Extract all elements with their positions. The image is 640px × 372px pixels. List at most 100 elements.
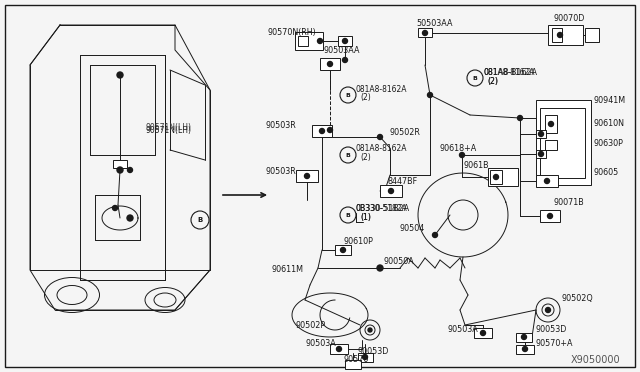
Bar xyxy=(536,100,591,185)
Text: (2): (2) xyxy=(487,77,498,86)
Bar xyxy=(490,170,502,184)
Text: 90050A: 90050A xyxy=(383,257,413,266)
Circle shape xyxy=(547,214,552,218)
Circle shape xyxy=(319,128,324,134)
Circle shape xyxy=(538,151,543,157)
Text: B: B xyxy=(472,76,477,80)
Circle shape xyxy=(522,346,527,352)
Text: 90618+A: 90618+A xyxy=(440,144,477,153)
Bar xyxy=(330,344,348,354)
Circle shape xyxy=(328,61,333,67)
Text: 90070D: 90070D xyxy=(553,13,584,22)
Text: 90571N(LH): 90571N(LH) xyxy=(145,125,191,135)
Bar xyxy=(545,140,557,150)
Text: 081A8-8162A: 081A8-8162A xyxy=(356,84,408,93)
Text: 90053D: 90053D xyxy=(358,346,389,356)
Circle shape xyxy=(548,122,554,126)
Bar xyxy=(474,328,492,338)
Bar xyxy=(113,160,127,168)
Circle shape xyxy=(522,334,527,340)
Text: 0B330-5182A: 0B330-5182A xyxy=(356,203,408,212)
Text: 90502P: 90502P xyxy=(295,321,325,330)
Text: (1): (1) xyxy=(360,212,371,221)
Text: 90071B: 90071B xyxy=(553,198,584,206)
Bar xyxy=(545,115,557,133)
Bar xyxy=(338,36,352,46)
Bar xyxy=(312,125,332,137)
Bar xyxy=(295,32,323,50)
Text: X9050000: X9050000 xyxy=(570,355,620,365)
Bar xyxy=(536,150,546,158)
Text: 90570+A: 90570+A xyxy=(535,339,573,347)
Circle shape xyxy=(433,232,438,237)
Circle shape xyxy=(545,179,550,183)
Text: (2): (2) xyxy=(360,153,371,161)
Bar xyxy=(540,210,560,222)
Text: 90502Q: 90502Q xyxy=(562,294,594,302)
Text: (2): (2) xyxy=(487,77,499,86)
Text: 90571N(LH): 90571N(LH) xyxy=(145,122,191,131)
Text: 90570N(RH): 90570N(RH) xyxy=(267,28,316,36)
Text: (1): (1) xyxy=(360,212,371,221)
Text: 90630P: 90630P xyxy=(593,138,623,148)
Circle shape xyxy=(127,215,133,221)
Bar xyxy=(516,345,534,354)
Text: 90502R: 90502R xyxy=(390,128,421,137)
Bar xyxy=(335,245,351,255)
Circle shape xyxy=(388,189,394,193)
Text: 90605: 90605 xyxy=(593,167,618,176)
Text: 90053D: 90053D xyxy=(535,326,566,334)
Text: B: B xyxy=(346,212,351,218)
Text: 9061B: 9061B xyxy=(463,160,488,170)
Circle shape xyxy=(557,32,563,38)
Bar xyxy=(516,333,532,342)
Circle shape xyxy=(518,115,522,121)
Circle shape xyxy=(538,131,543,137)
Circle shape xyxy=(481,330,486,336)
Circle shape xyxy=(305,173,310,179)
Text: 90941M: 90941M xyxy=(593,96,625,105)
Text: 90503A: 90503A xyxy=(447,326,477,334)
Text: B: B xyxy=(197,217,203,223)
Circle shape xyxy=(422,31,428,35)
Text: 90610P: 90610P xyxy=(343,237,373,246)
Text: 8447BF: 8447BF xyxy=(388,176,418,186)
Circle shape xyxy=(342,38,348,44)
Circle shape xyxy=(117,72,123,78)
Text: 90504: 90504 xyxy=(400,224,425,232)
Circle shape xyxy=(460,153,465,157)
Bar xyxy=(548,25,583,45)
Bar xyxy=(552,28,562,42)
Text: 081A8-8162A: 081A8-8162A xyxy=(356,144,408,153)
Circle shape xyxy=(328,128,333,132)
Circle shape xyxy=(377,265,383,271)
Bar xyxy=(296,170,318,182)
Circle shape xyxy=(113,205,118,211)
Circle shape xyxy=(493,174,499,180)
Bar xyxy=(320,58,340,70)
Text: 90503A: 90503A xyxy=(305,339,336,347)
Bar xyxy=(418,28,432,37)
Text: 90611M: 90611M xyxy=(272,266,304,275)
Circle shape xyxy=(317,38,323,44)
Text: B: B xyxy=(346,153,351,157)
Text: (2): (2) xyxy=(360,93,371,102)
Circle shape xyxy=(337,346,342,352)
Bar xyxy=(540,108,585,178)
Text: 90503AA: 90503AA xyxy=(323,45,360,55)
Bar xyxy=(358,353,373,362)
Text: 90503R: 90503R xyxy=(265,121,296,129)
Bar xyxy=(488,168,518,186)
Text: 90610N: 90610N xyxy=(593,119,624,128)
Circle shape xyxy=(378,135,383,140)
Circle shape xyxy=(368,328,372,332)
Bar xyxy=(536,130,546,138)
Text: B: B xyxy=(346,93,351,97)
Bar xyxy=(345,360,361,369)
Circle shape xyxy=(340,247,346,253)
Circle shape xyxy=(362,355,367,359)
Circle shape xyxy=(127,167,132,173)
Text: 0B330-5182A: 0B330-5182A xyxy=(356,203,410,212)
Text: 50503AA: 50503AA xyxy=(416,19,452,28)
Bar xyxy=(298,36,308,46)
